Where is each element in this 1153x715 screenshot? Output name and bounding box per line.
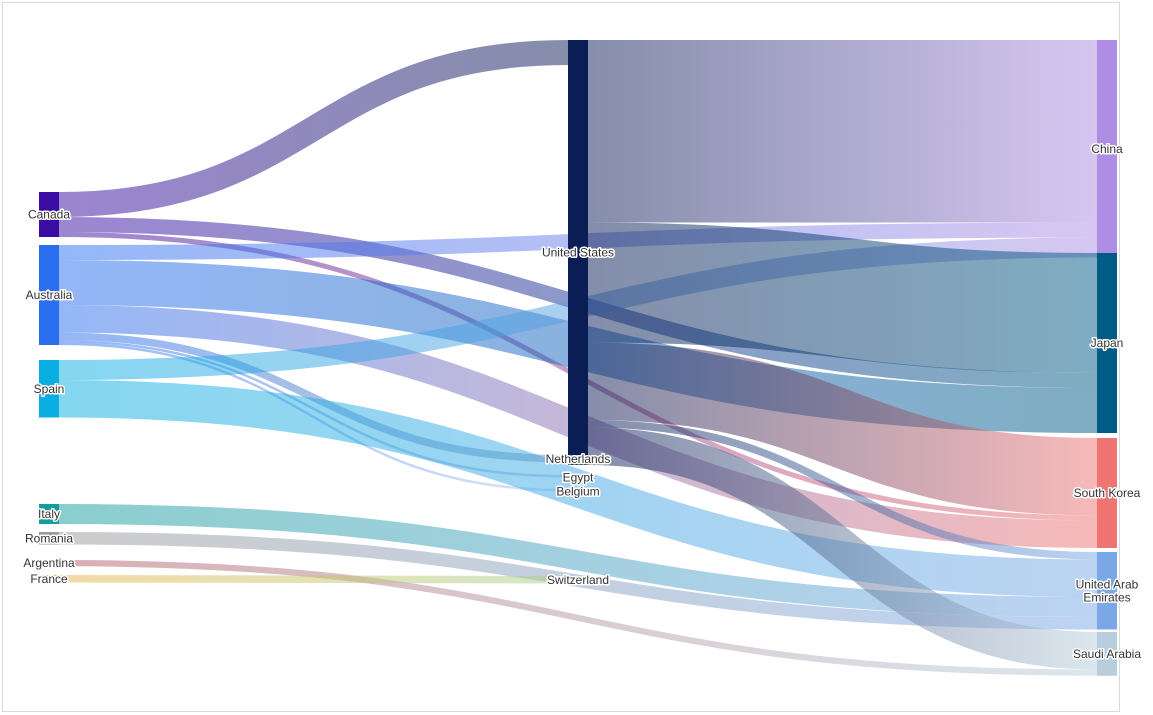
labels-layer: Canada Australia Spain Italy Romania Argentin… (22, 140, 1143, 662)
nodes-layer (39, 40, 1117, 676)
link-argentina-to-saudi_arabia[interactable] (58, 560, 1098, 676)
node-label-switzerland: Switzerland (547, 573, 609, 587)
node-label-italy: Italy (38, 507, 60, 521)
link-spain-to-uae[interactable] (58, 380, 1098, 597)
link-united_states-to-uae[interactable] (587, 420, 1098, 560)
node-netherlands[interactable] (568, 455, 588, 463)
node-canada[interactable] (39, 192, 59, 237)
node-romania[interactable] (39, 532, 59, 545)
link-canada-to-united_states[interactable] (58, 40, 569, 217)
node-label-netherlands: Netherlands (546, 452, 611, 466)
node-egypt[interactable] (568, 475, 588, 480)
node-label-egypt: Egypt (563, 471, 594, 485)
node-label-uae: United Arab Emirates (1076, 577, 1139, 604)
node-label-belgium: Belgium (556, 485, 599, 499)
node-china[interactable] (1097, 40, 1117, 258)
link-united_states-to-saudi_arabia[interactable] (587, 427, 1098, 670)
node-australia[interactable] (39, 245, 59, 345)
node-south_korea[interactable] (1097, 438, 1117, 548)
node-united_states[interactable] (568, 40, 588, 465)
node-saudi_arabia[interactable] (1097, 632, 1117, 676)
node-label-china: China (1091, 142, 1123, 156)
node-belgium[interactable] (568, 489, 588, 494)
node-uae[interactable] (1097, 552, 1117, 630)
node-label-south_korea: South Korea (1074, 486, 1141, 500)
node-switzerland[interactable] (568, 576, 588, 584)
node-spain[interactable] (39, 360, 59, 418)
link-france-to-switzerland[interactable] (58, 575, 569, 584)
node-italy[interactable] (39, 504, 59, 524)
link-united_states-to-japan[interactable] (587, 222, 1098, 373)
link-united_states-to-south_korea[interactable] (587, 342, 1098, 516)
node-label-australia: Australia (26, 288, 73, 302)
node-label-france: France (30, 572, 68, 586)
node-label-japan: Japan (1091, 336, 1124, 350)
node-label-canada: Canada (28, 208, 70, 222)
node-france[interactable] (39, 575, 59, 583)
node-argentina[interactable] (39, 560, 59, 567)
node-label-argentina: Argentina (23, 556, 75, 570)
node-label-spain: Spain (34, 382, 65, 396)
node-label-romania: Romania (25, 531, 73, 545)
node-label-united_states: United States (542, 246, 614, 260)
node-label-saudi_arabia: Saudi Arabia (1073, 647, 1141, 661)
node-japan[interactable] (1097, 253, 1117, 433)
